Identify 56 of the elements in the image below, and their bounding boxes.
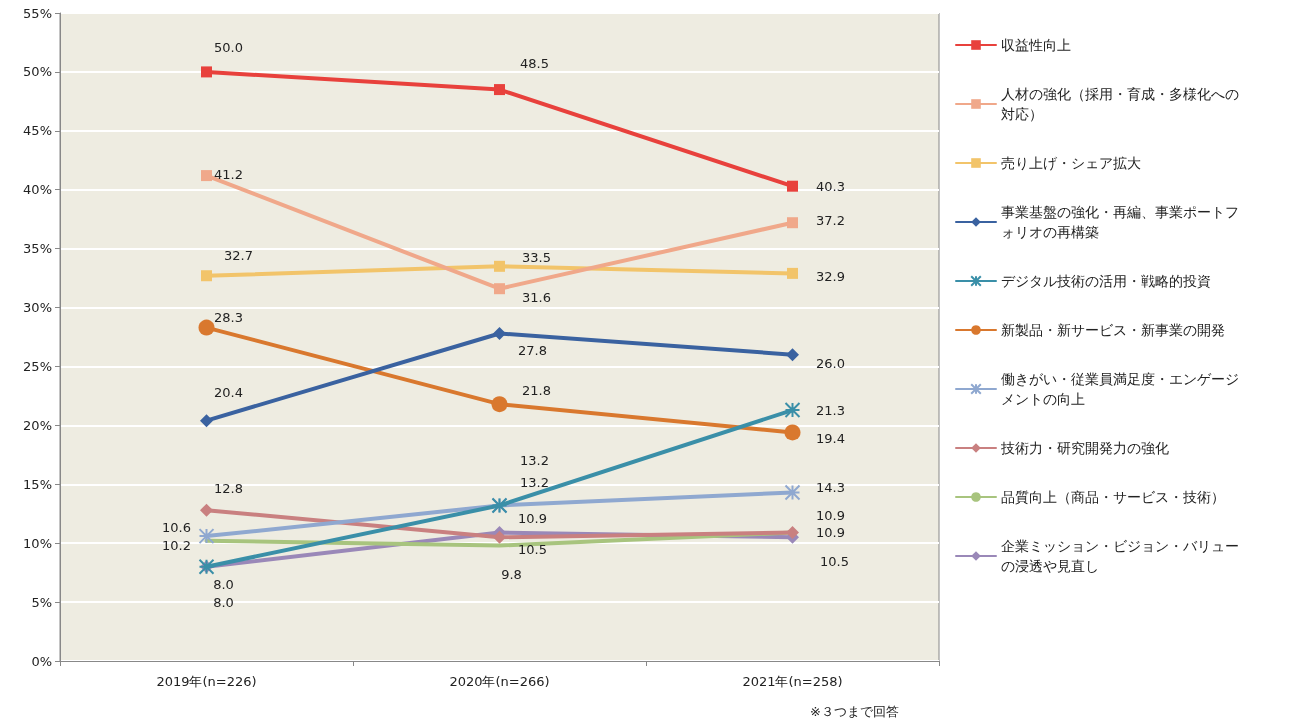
- y-tick-label: 0%: [31, 653, 52, 669]
- legend-label: 技術力・研究開発力の強化: [1000, 440, 1169, 456]
- data-label: 12.8: [214, 480, 243, 496]
- data-label: 20.4: [214, 385, 243, 401]
- data-label: 9.8: [501, 567, 522, 583]
- data-label: 10.2: [162, 538, 191, 554]
- x-tick-label: 2019年(n=226): [156, 674, 257, 689]
- y-tick-label: 45%: [23, 123, 52, 139]
- data-label: 8.0: [213, 577, 234, 593]
- data-label: 21.3: [816, 402, 845, 418]
- data-label: 13.2: [520, 452, 549, 468]
- legend-label: 品質向上（商品・サービス・技術）: [1001, 489, 1225, 505]
- y-tick-label: 15%: [23, 476, 52, 492]
- data-label: 21.8: [522, 382, 551, 398]
- y-tick-label: 55%: [23, 5, 52, 21]
- y-tick-label: 25%: [23, 358, 52, 374]
- data-label: 40.3: [816, 178, 845, 194]
- data-label: 32.9: [816, 268, 845, 284]
- data-label: 10.9: [518, 511, 547, 527]
- text: ※３つまで回答: [810, 704, 900, 719]
- data-label: 33.5: [522, 249, 551, 265]
- data-label: 8.0: [213, 595, 234, 611]
- legend-label: 事業基盤の強化・再編、事業ポートフォリオの再構築: [1001, 204, 1239, 240]
- data-label: 10.5: [518, 541, 547, 557]
- data-label: 41.2: [214, 167, 243, 183]
- legend-label: 収益性向上: [1001, 37, 1071, 53]
- data-label: 14.3: [816, 480, 845, 496]
- legend-label: 働きがい・従業員満足度・エンゲージメントの向上: [1001, 371, 1239, 407]
- data-label: 19.4: [816, 430, 845, 446]
- data-label: 50.0: [214, 40, 243, 56]
- legend-label: 売り上げ・シェア拡大: [1001, 155, 1141, 171]
- legend-label: 企業ミッション・ビジョン・バリューの浸透や見直し: [1001, 538, 1239, 574]
- data-label: 28.3: [214, 310, 243, 326]
- data-label: 32.7: [224, 248, 253, 264]
- x-tick-label: 2021年(n=258): [742, 674, 843, 689]
- x-tick-label: 2020年(n=266): [449, 674, 550, 689]
- y-tick-label: 20%: [23, 417, 52, 433]
- data-label: 27.8: [518, 342, 547, 358]
- y-tick-label: 50%: [23, 64, 52, 80]
- legend-label: 人材の強化（採用・育成・多様化への対応）: [1001, 86, 1239, 122]
- y-tick-label: 35%: [23, 241, 52, 257]
- data-label: 10.5: [820, 553, 849, 569]
- y-tick-label: 30%: [23, 300, 52, 316]
- data-label: 10.9: [816, 508, 845, 524]
- data-label: 26.0: [816, 356, 845, 372]
- data-label: 10.6: [162, 519, 191, 535]
- y-tick-label: 5%: [31, 594, 52, 610]
- y-tick-label: 40%: [23, 182, 52, 198]
- y-tick-label: 10%: [23, 535, 52, 551]
- data-label: 48.5: [520, 56, 549, 72]
- data-label: 10.9: [816, 525, 845, 541]
- legend-label: デジタル技術の活用・戦略的投資: [1001, 273, 1211, 289]
- data-label: 31.6: [522, 290, 551, 306]
- data-label: 13.2: [520, 474, 549, 490]
- legend-label: 新製品・新サービス・新事業の開発: [1001, 322, 1225, 338]
- data-label: 37.2: [816, 213, 845, 229]
